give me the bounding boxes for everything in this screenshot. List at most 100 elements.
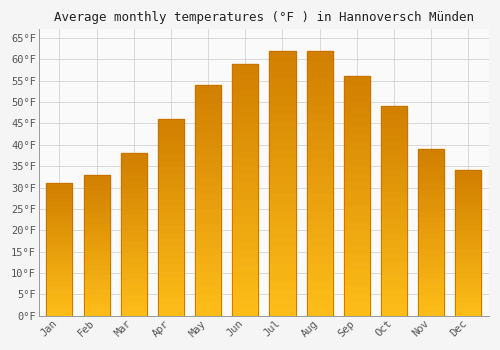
Bar <box>381 246 407 253</box>
Bar <box>120 240 146 245</box>
Bar <box>418 299 444 304</box>
Bar <box>84 273 110 278</box>
Bar <box>120 181 146 186</box>
Bar <box>195 124 221 131</box>
Bar <box>232 215 258 223</box>
Bar <box>344 76 370 84</box>
Bar <box>120 251 146 256</box>
Bar <box>84 283 110 288</box>
Bar <box>344 252 370 260</box>
Bar <box>306 263 332 272</box>
Bar <box>120 294 146 300</box>
Bar <box>306 174 332 183</box>
Bar <box>120 245 146 251</box>
Bar <box>158 119 184 126</box>
Bar <box>46 285 72 289</box>
Bar <box>120 305 146 310</box>
Bar <box>381 190 407 197</box>
Bar <box>456 170 481 316</box>
Bar <box>84 212 110 217</box>
Bar <box>195 100 221 108</box>
Bar <box>456 267 481 272</box>
Bar <box>381 155 407 162</box>
Bar <box>232 257 258 265</box>
Bar <box>381 183 407 190</box>
Bar <box>232 72 258 80</box>
Bar <box>418 216 444 221</box>
Bar <box>381 211 407 218</box>
Bar <box>232 139 258 148</box>
Bar <box>195 185 221 193</box>
Bar <box>46 298 72 302</box>
Bar <box>381 113 407 120</box>
Bar <box>456 243 481 248</box>
Bar <box>270 272 295 280</box>
Bar <box>158 276 184 283</box>
Bar <box>306 69 332 77</box>
Bar <box>84 184 110 189</box>
Bar <box>195 262 221 270</box>
Bar <box>306 95 332 104</box>
Bar <box>381 134 407 141</box>
Bar <box>456 296 481 301</box>
Bar <box>418 149 444 316</box>
Bar <box>158 244 184 250</box>
Bar <box>418 166 444 172</box>
Bar <box>344 260 370 268</box>
Bar <box>120 218 146 224</box>
Bar <box>120 300 146 305</box>
Bar <box>306 148 332 157</box>
Bar <box>306 183 332 192</box>
Bar <box>270 121 295 130</box>
Bar <box>306 51 332 60</box>
Bar <box>418 149 444 155</box>
Bar <box>232 131 258 139</box>
Bar <box>46 192 72 197</box>
Bar <box>46 258 72 263</box>
Bar <box>344 188 370 196</box>
Bar <box>270 86 295 95</box>
Bar <box>158 224 184 231</box>
Bar <box>456 195 481 200</box>
Bar <box>418 188 444 194</box>
Bar <box>120 208 146 213</box>
Bar <box>84 226 110 231</box>
Bar <box>46 312 72 316</box>
Bar <box>456 282 481 287</box>
Bar <box>158 191 184 198</box>
Bar <box>456 306 481 311</box>
Bar <box>84 264 110 269</box>
Bar <box>46 267 72 272</box>
Bar <box>195 93 221 100</box>
Bar <box>344 116 370 124</box>
Bar <box>418 249 444 255</box>
Bar <box>381 260 407 267</box>
Bar <box>344 172 370 180</box>
Bar <box>120 213 146 218</box>
Bar <box>456 199 481 204</box>
Bar <box>158 231 184 237</box>
Bar <box>456 170 481 316</box>
Bar <box>84 222 110 226</box>
Bar <box>46 183 72 316</box>
Bar <box>84 259 110 264</box>
Bar <box>195 154 221 162</box>
Bar <box>195 216 221 223</box>
Bar <box>381 141 407 148</box>
Bar <box>270 113 295 121</box>
Bar <box>418 205 444 210</box>
Bar <box>158 237 184 244</box>
Bar <box>232 80 258 89</box>
Bar <box>344 228 370 236</box>
Bar <box>158 257 184 263</box>
Bar <box>84 175 110 180</box>
Bar <box>381 176 407 183</box>
Bar <box>418 210 444 216</box>
Bar <box>344 308 370 316</box>
Bar <box>270 183 295 192</box>
Bar <box>381 204 407 211</box>
Bar <box>158 172 184 178</box>
Bar <box>232 206 258 215</box>
Bar <box>158 152 184 159</box>
Bar <box>456 190 481 195</box>
